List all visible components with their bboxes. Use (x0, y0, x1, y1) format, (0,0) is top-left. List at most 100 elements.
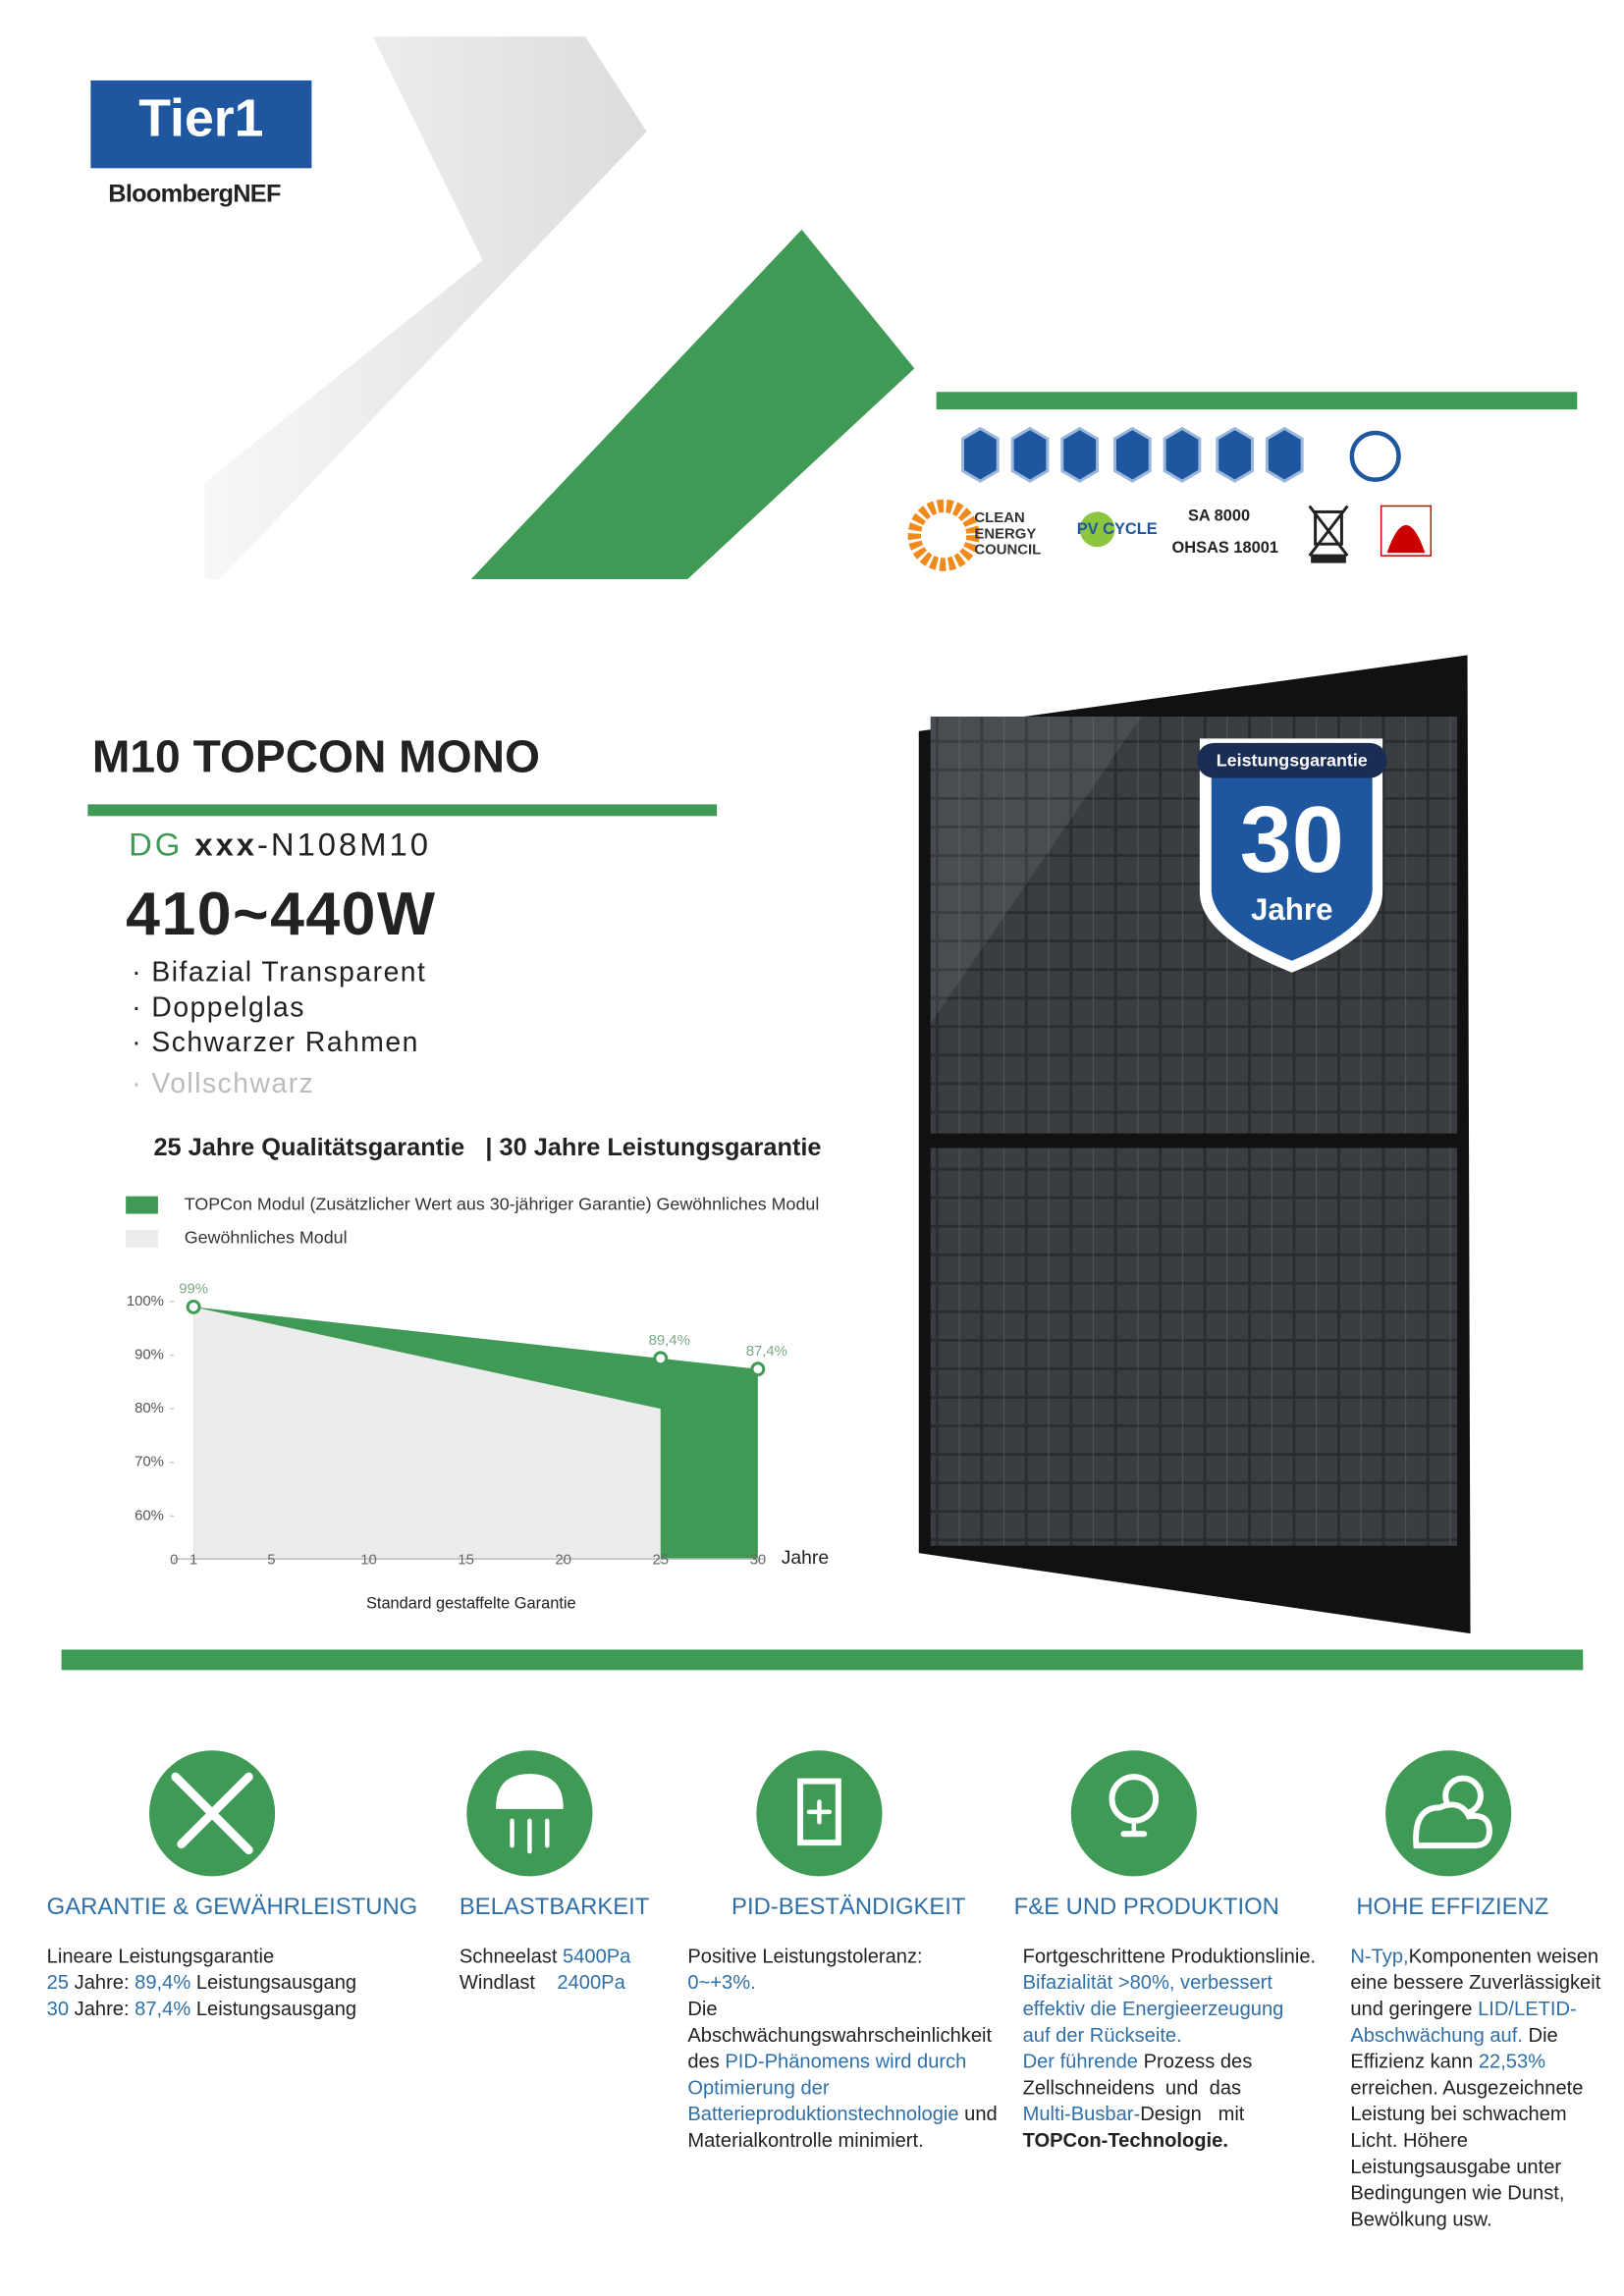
text: Leistungsausgang (190, 1998, 357, 2020)
model-suffix: -N108M10 (257, 826, 431, 863)
feature-line: Die (687, 1998, 718, 2020)
feature-line: Leistung bei schwachem (1350, 2103, 1567, 2125)
title-rule (87, 804, 718, 817)
feature-heading: PID-BESTÄNDIGKEIT (731, 1895, 966, 1921)
power: 410~440W (126, 879, 437, 948)
y-tick-label: 60% (135, 1508, 164, 1523)
badge-number: 30 (1239, 786, 1344, 892)
x-tick-label: 1 (189, 1553, 197, 1569)
feature-line: Abschwächungswahrscheinlichkeit (687, 2025, 992, 2045)
text: Leistungsausgang (190, 1971, 357, 1994)
value-label: 87,4% (746, 1344, 787, 1360)
point (750, 1362, 766, 1377)
x-tick-label: 30 (750, 1553, 767, 1569)
text: 25 (46, 1971, 70, 1994)
standard: OHSAS 18001 (1171, 539, 1278, 558)
text: 89,4% (135, 1971, 191, 1994)
feature-line: Der führende Prozess des (1023, 2052, 1253, 2071)
feature-heading: F&E UND PRODUKTION (1013, 1895, 1279, 1921)
pv-cycle: PV CYCLE (1076, 520, 1158, 539)
feature-line: Bedingungen wie Dunst, (1350, 2183, 1564, 2203)
text: Jahre: (69, 1971, 135, 1994)
text: TOPCon-Technologie. (1022, 2129, 1228, 2152)
model: DG xxx-N108M10 (129, 826, 431, 863)
feature-line: Bewölkung usw. (1350, 2210, 1491, 2229)
caption: Standard gestaffelte Garantie (366, 1595, 576, 1613)
text: Effizienz kann (1350, 2050, 1479, 2073)
text: 5400Pa (563, 1945, 631, 1967)
text: LID/LETID- (1478, 1998, 1577, 2020)
feature-line: Multi-Busbar-Design mit (1023, 2103, 1245, 2125)
tuv-badges (960, 426, 1304, 483)
feature-line: Leistungsausgabe unter (1350, 2157, 1561, 2176)
feature-line: Schneelast 5400Pa (460, 1947, 630, 1966)
cec-line: CLEAN (974, 509, 1025, 527)
text: N-Typ, (1350, 1945, 1409, 1967)
cec-text: CLEAN ENERGY COUNCIL (974, 510, 1061, 559)
tier-badge (90, 80, 312, 169)
text: Design mit (1140, 2103, 1245, 2125)
legend-label: TOPCon Modul (Zusätzlicher Wert aus 30-j… (185, 1194, 820, 1213)
badge-unit: Jahre (1250, 893, 1333, 928)
x-tick-label: 5 (267, 1553, 275, 1569)
y-tick-label: 80% (135, 1401, 164, 1416)
legend-label: Gewöhnliches Modul (185, 1228, 348, 1248)
text: Schneelast (459, 1945, 564, 1967)
standard: SA 8000 (1187, 507, 1251, 525)
feature-line: Bifazialität >80%, verbessert (1023, 1972, 1272, 1993)
text: effektiv die Energieerzeugung (1022, 1998, 1284, 2020)
y-tick-label: 100% (127, 1294, 164, 1309)
text: Bedingungen wie Dunst, (1350, 2181, 1565, 2205)
text: Lineare Leistungsgarantie (46, 1945, 275, 1967)
feature-line: Windlast 2400Pa (460, 1972, 625, 1993)
warranty-shield (1196, 738, 1387, 973)
text: Leistungsausgabe unter (1350, 2155, 1562, 2178)
cec-line: COUNCIL (974, 542, 1042, 560)
text: Die (1522, 2023, 1558, 2047)
green-bar (936, 392, 1578, 410)
cec-line: ENERGY (974, 526, 1037, 543)
x-axis-label: Jahre (782, 1547, 829, 1569)
x-tick-label: 10 (360, 1553, 377, 1569)
text: Prozess des (1138, 2050, 1253, 2073)
arial-mark (1386, 524, 1426, 554)
legend-swatch (126, 1229, 158, 1248)
text: 30 (46, 1998, 70, 2020)
text: Positive Leistungstoleranz: (687, 1945, 923, 1967)
cec-logo (907, 499, 980, 571)
text: auf der Rückseite. (1022, 2023, 1182, 2047)
text: 22,53% (1478, 2050, 1546, 2073)
feature-line: Licht. Höhere (1350, 2129, 1469, 2152)
text: des (687, 2050, 726, 2073)
product-title: M10 TOPCON MONO (91, 730, 540, 783)
feature-line: Positive Leistungstoleranz: (687, 1947, 922, 1966)
feature-line: eine bessere Zuverlässigkeit (1350, 1972, 1600, 1993)
feature: · Vollschwarz (132, 1069, 315, 1100)
model-prefix: DG (129, 826, 184, 863)
feature-line: und geringere LID/LETID- (1350, 1998, 1577, 2020)
warranty-line: 25 Jahre Qualitätsgarantie | 30 Jahre Le… (153, 1133, 822, 1161)
text: Licht. Höhere (1350, 2129, 1469, 2152)
text: PID-Phänomens wird durch (725, 2050, 967, 2073)
feature-heading: HOHE EFFIZIENZ (1356, 1895, 1549, 1921)
text: Die (687, 1998, 718, 2020)
text: erreichen. Ausgezeichnete (1350, 2076, 1584, 2099)
feature-line: 0~+3%. (687, 1971, 756, 1994)
text: 0~+3%. (687, 1971, 756, 1994)
icon-glyphs (171, 1772, 1492, 1855)
y-tick-label: 90% (135, 1347, 164, 1362)
feature: · Doppelglas (132, 992, 305, 1024)
text: Leistung bei schwachem (1350, 2103, 1567, 2125)
text: Abschwächungswahrscheinlichkeit (687, 2023, 993, 2047)
feature-line: auf der Rückseite. (1023, 2025, 1182, 2045)
text: und (958, 2103, 998, 2125)
feature-line: des PID-Phänomens wird durch (687, 2052, 966, 2071)
section-bar (61, 1649, 1584, 1671)
brand: BloombergNEF (108, 180, 281, 208)
text: Jahre: (69, 1998, 135, 2020)
chevron (204, 36, 647, 579)
feature-line: erreichen. Ausgezeichnete (1350, 2078, 1583, 2098)
